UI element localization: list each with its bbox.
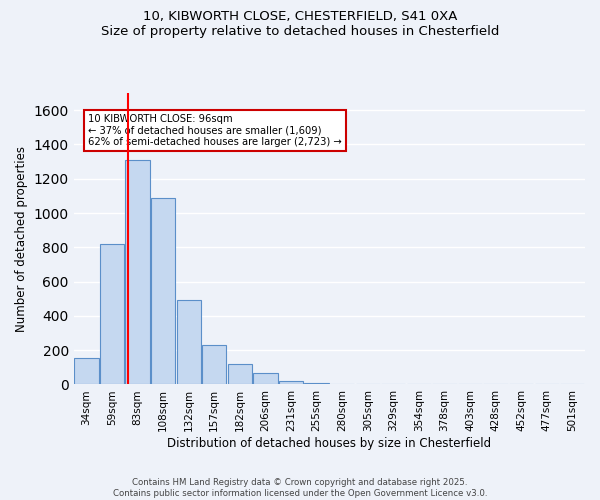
Bar bbox=[304, 383, 329, 384]
Bar bbox=[176, 300, 201, 384]
Bar bbox=[228, 364, 252, 384]
Bar bbox=[125, 160, 150, 384]
Bar bbox=[151, 198, 175, 384]
Bar bbox=[253, 374, 278, 384]
Text: Contains HM Land Registry data © Crown copyright and database right 2025.
Contai: Contains HM Land Registry data © Crown c… bbox=[113, 478, 487, 498]
Text: 10, KIBWORTH CLOSE, CHESTERFIELD, S41 0XA
Size of property relative to detached : 10, KIBWORTH CLOSE, CHESTERFIELD, S41 0X… bbox=[101, 10, 499, 38]
Bar bbox=[202, 345, 226, 385]
Bar bbox=[100, 244, 124, 384]
Bar bbox=[74, 358, 98, 384]
X-axis label: Distribution of detached houses by size in Chesterfield: Distribution of detached houses by size … bbox=[167, 437, 491, 450]
Y-axis label: Number of detached properties: Number of detached properties bbox=[15, 146, 28, 332]
Bar bbox=[279, 382, 303, 384]
Text: 10 KIBWORTH CLOSE: 96sqm
← 37% of detached houses are smaller (1,609)
62% of sem: 10 KIBWORTH CLOSE: 96sqm ← 37% of detach… bbox=[88, 114, 342, 147]
